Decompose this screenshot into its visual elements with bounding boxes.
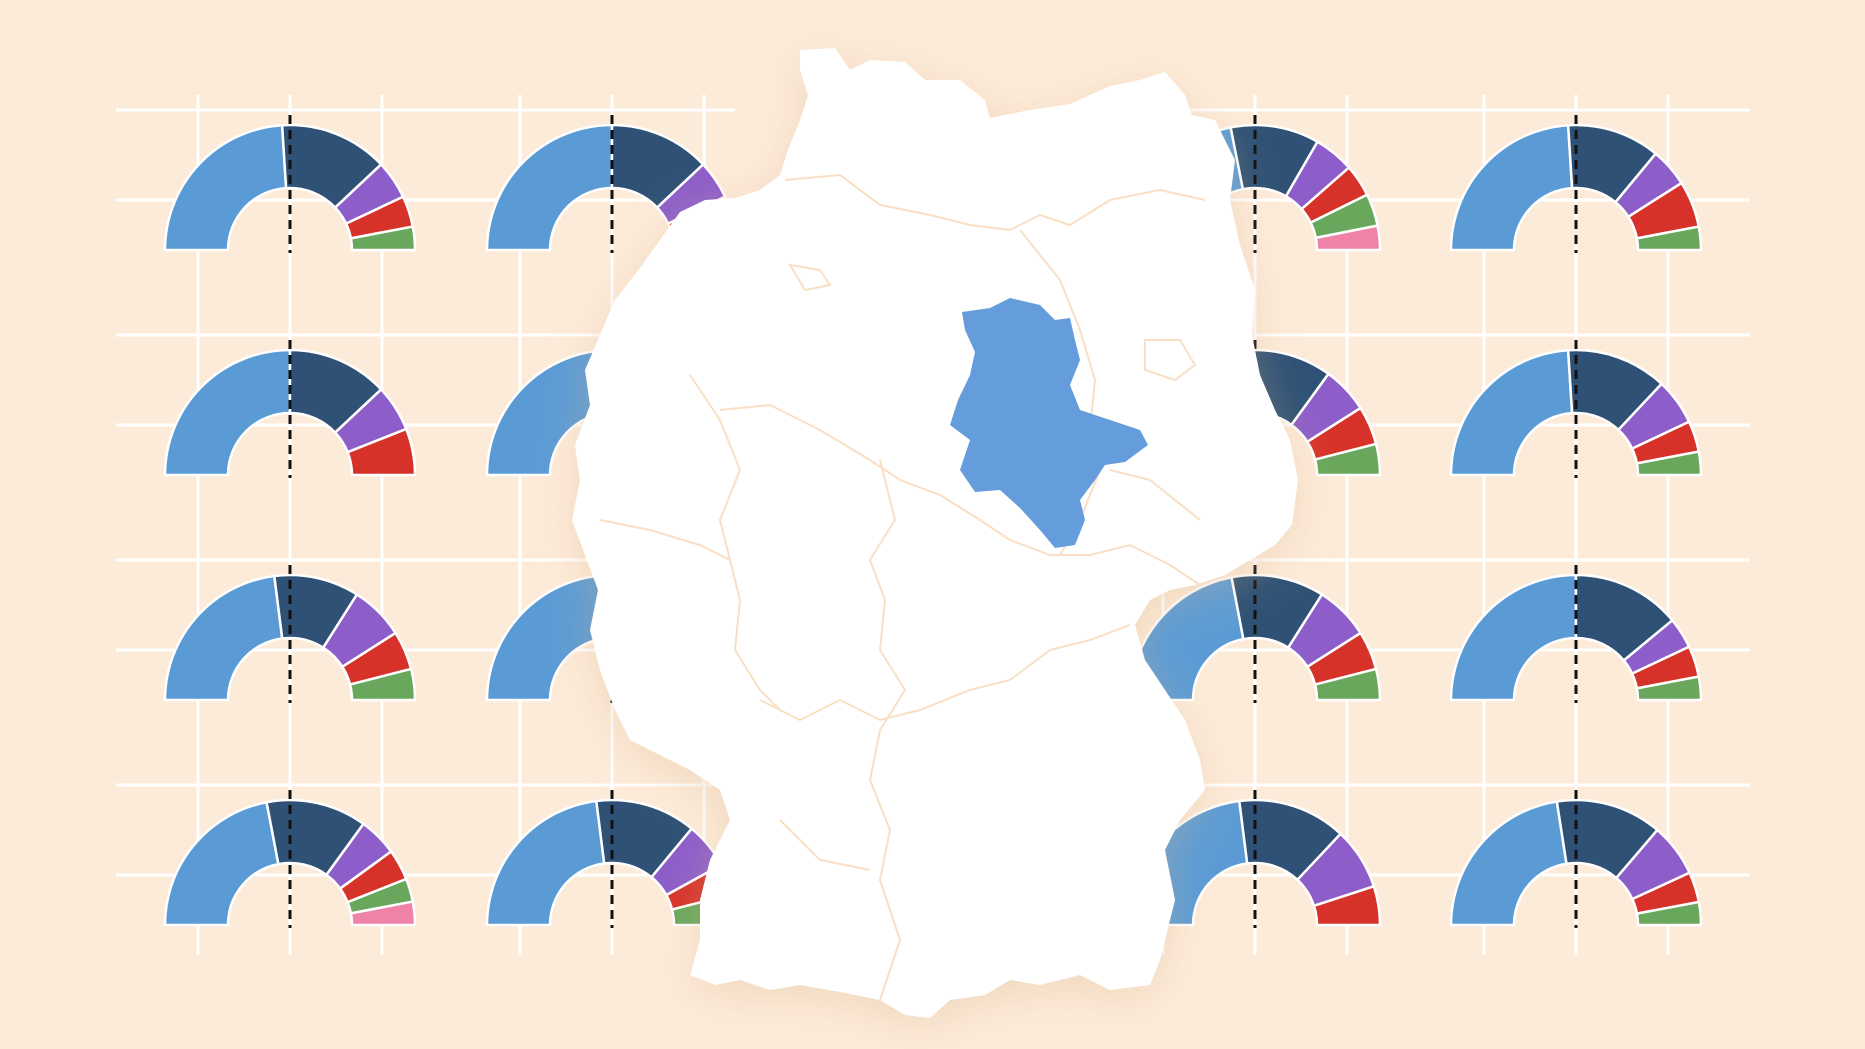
seat-segment	[1635, 225, 1703, 252]
seat-segment	[163, 800, 280, 927]
germany-outline	[572, 48, 1298, 1018]
seat-segment	[485, 799, 606, 927]
seat-segment	[1314, 224, 1382, 252]
seat-segment	[1312, 885, 1382, 927]
parliament-chart	[1128, 790, 1382, 928]
seat-segment	[1313, 442, 1382, 477]
seat-segment	[349, 900, 417, 927]
parliament-chart	[1449, 790, 1703, 928]
seat-segment	[1635, 900, 1703, 927]
seat-segment	[1449, 348, 1574, 477]
parliament-chart	[1128, 565, 1382, 703]
highlighted-state-sachsen-anhalt[interactable]	[950, 298, 1148, 548]
seat-segment	[346, 427, 417, 477]
parliament-chart	[1449, 115, 1703, 253]
seat-segment	[1635, 450, 1703, 477]
germany-map	[572, 48, 1298, 1018]
parliament-chart	[163, 790, 417, 928]
seat-segment	[1449, 123, 1574, 252]
seat-segment	[1313, 667, 1382, 702]
seat-segment	[348, 667, 417, 702]
seat-segment	[163, 123, 288, 252]
seat-segment	[1449, 573, 1578, 702]
parliament-chart	[163, 340, 417, 478]
state-borders	[599, 173, 1206, 1001]
seat-segment	[1635, 675, 1703, 702]
seat-segment	[349, 225, 417, 252]
parliament-chart	[1449, 340, 1703, 478]
seat-segment	[163, 574, 284, 702]
seat-segment	[163, 348, 292, 477]
parliament-chart	[163, 115, 417, 253]
parliament-chart	[1449, 565, 1703, 703]
parliament-chart	[163, 565, 417, 703]
seat-segment	[485, 573, 610, 702]
seat-segment	[1449, 800, 1568, 927]
seat-segment	[485, 123, 614, 252]
